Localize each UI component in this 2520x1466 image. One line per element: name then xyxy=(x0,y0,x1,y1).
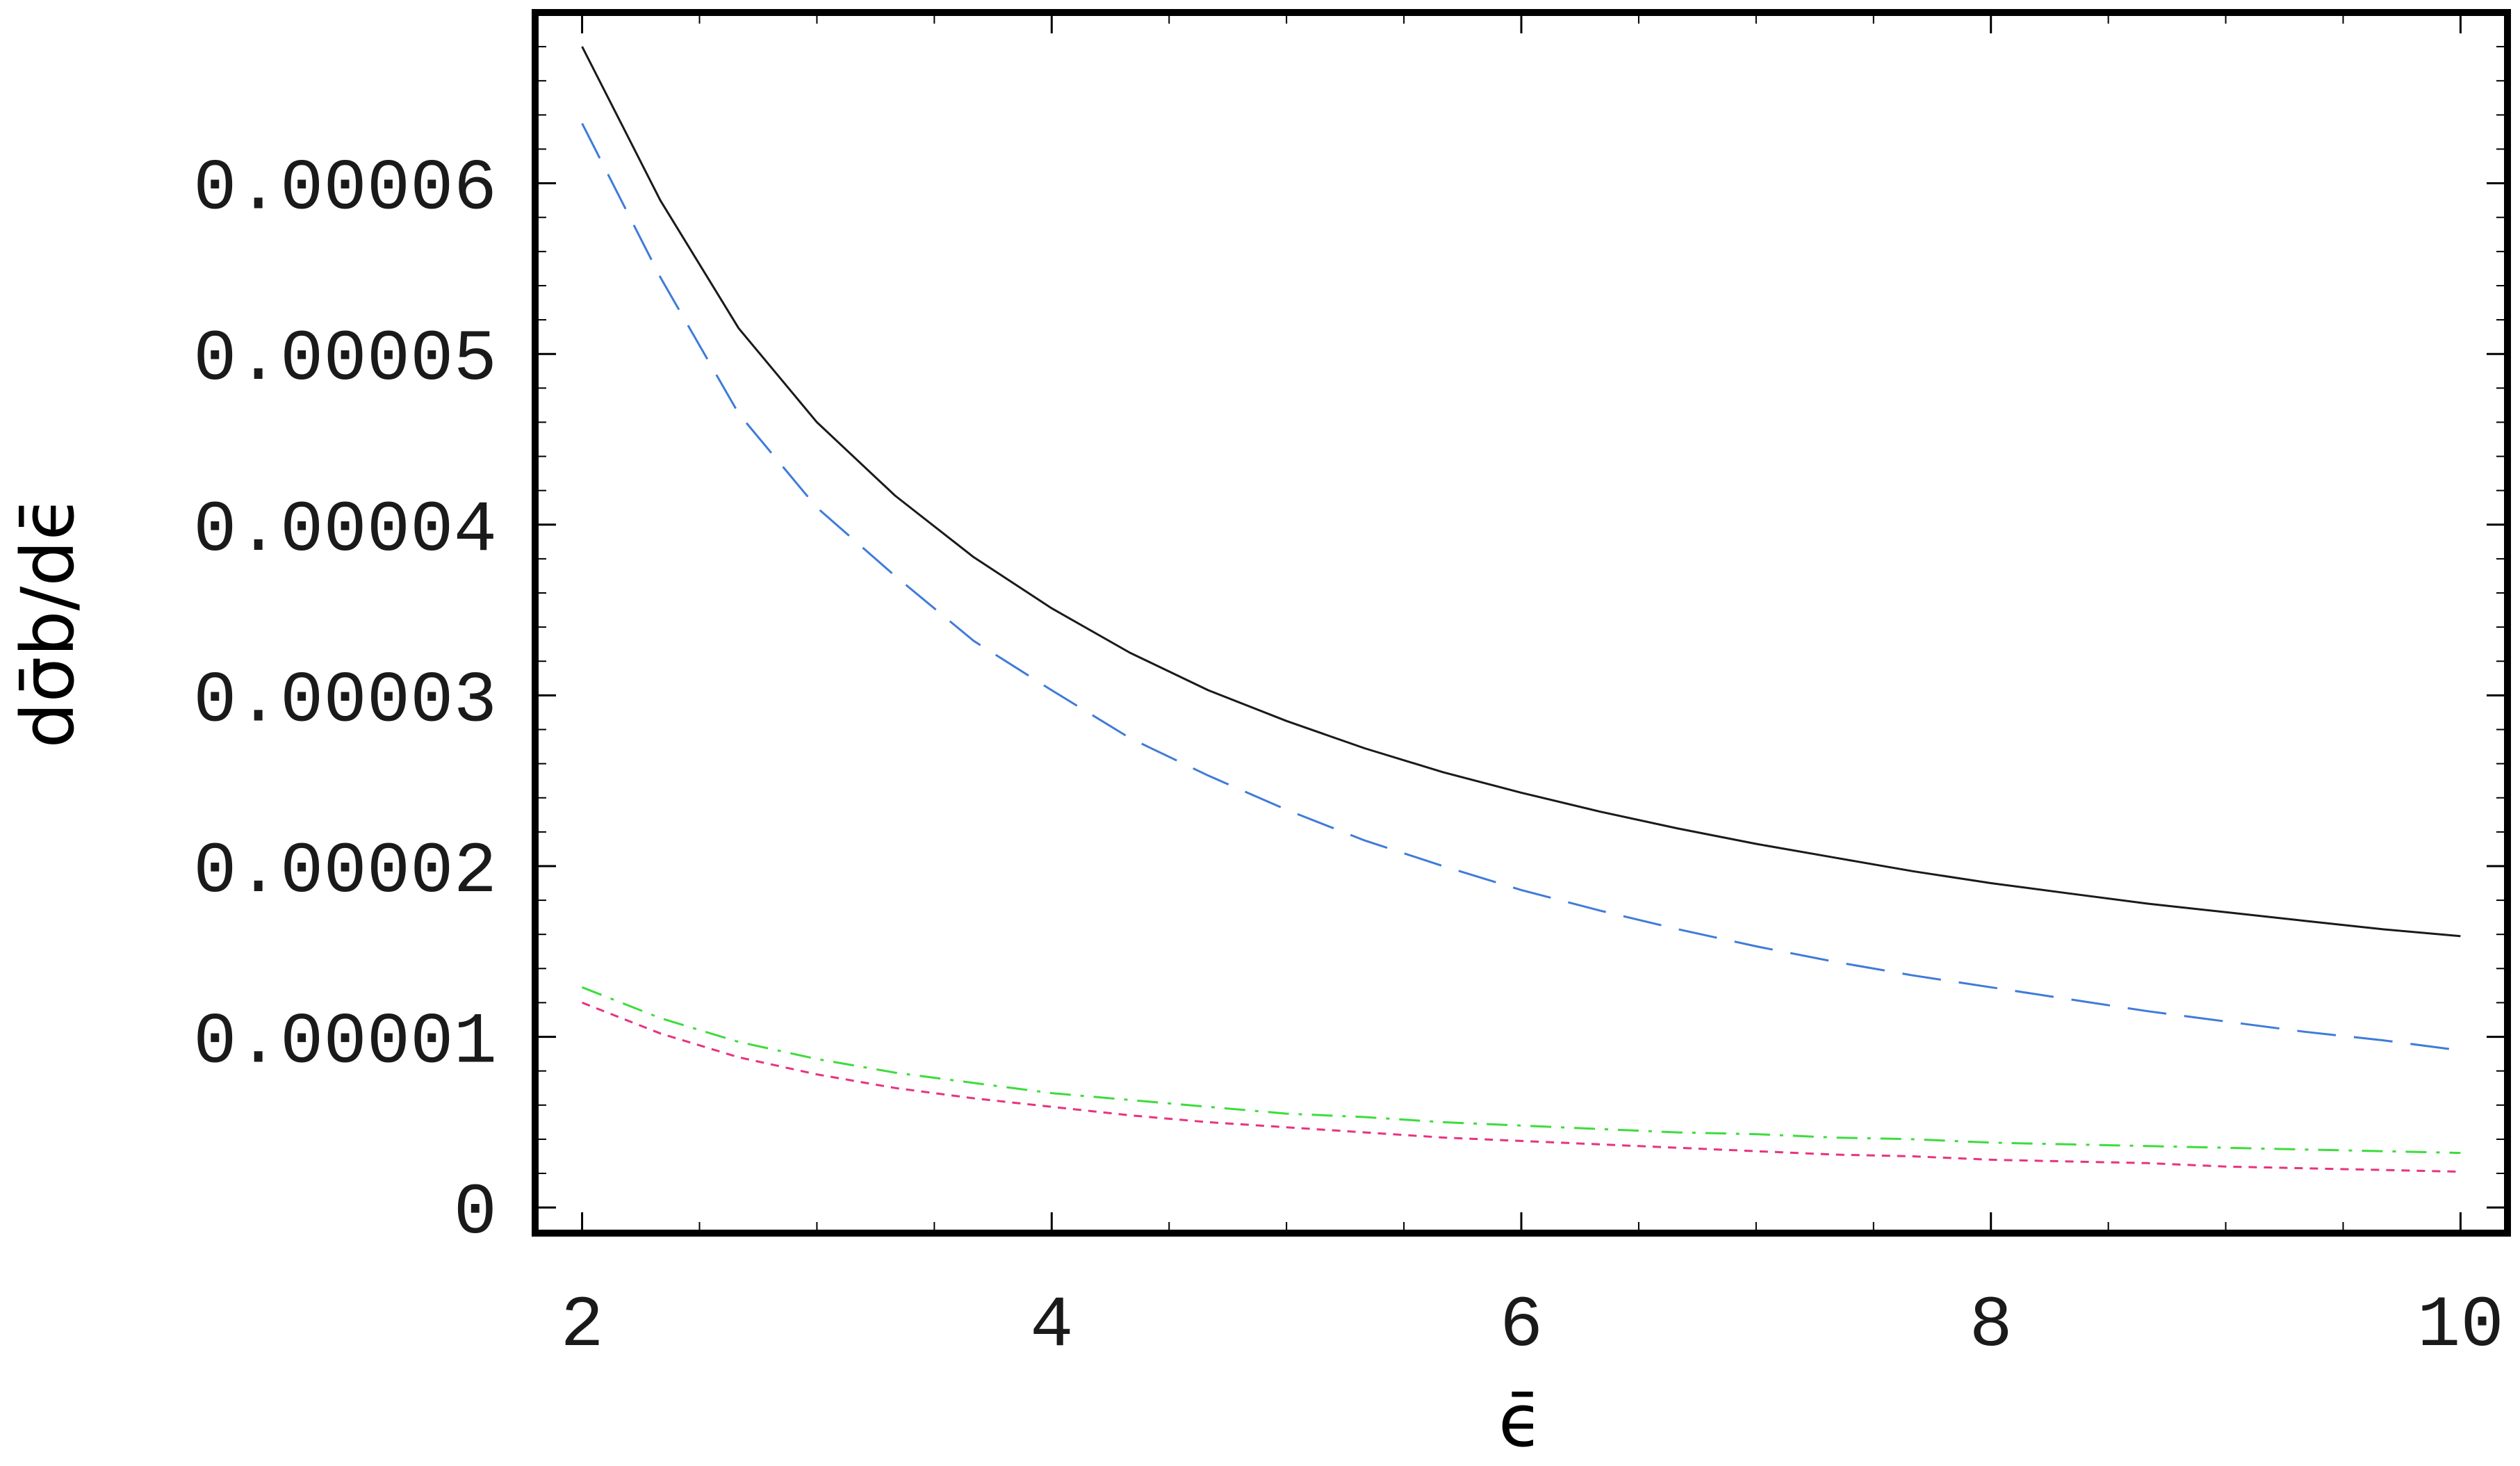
plot-area xyxy=(532,9,2511,1237)
y-tick-label: 0 xyxy=(454,1173,497,1255)
x-tick-label: 10 xyxy=(2417,1285,2504,1367)
x-axis-tick-labels: 2 4 6 8 10 xyxy=(560,1285,2503,1367)
series-line-2 xyxy=(581,122,2461,1052)
x-tick-label: 4 xyxy=(1030,1285,1073,1367)
x-tick-label: 6 xyxy=(1500,1285,1543,1367)
y-tick-label: 0.00002 xyxy=(193,831,497,913)
x-tick-label: 2 xyxy=(560,1285,603,1367)
y-tick-label: 0.00004 xyxy=(193,490,497,572)
y-tick-label: 0.00005 xyxy=(193,319,497,401)
y-tick-label: 0.00001 xyxy=(193,1002,497,1084)
y-axis-label: dσ̄b/dϵ̄ xyxy=(6,496,90,749)
y-tick-label: 0.00003 xyxy=(193,660,497,742)
axis-ticks xyxy=(535,13,2507,1233)
series-line-1 xyxy=(581,46,2461,938)
series-layer xyxy=(581,46,2461,1173)
y-tick-label: 0.00006 xyxy=(193,149,497,231)
series-line-3 xyxy=(582,986,2461,1155)
series-line-4 xyxy=(582,1002,2461,1173)
y-axis-tick-labels: 0 0.00001 0.00002 0.00003 0.00004 0.00005 0.00… xyxy=(193,149,497,1255)
x-axis-label: ϵ̄ xyxy=(1498,1378,1543,1463)
x-tick-label: 8 xyxy=(1970,1285,2013,1367)
